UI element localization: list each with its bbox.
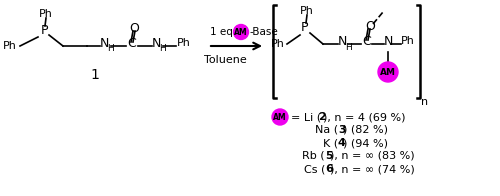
Text: N: N	[338, 34, 347, 47]
Text: 1 eq.: 1 eq.	[210, 27, 240, 37]
Text: ), n = ∞ (83 %): ), n = ∞ (83 %)	[330, 151, 414, 161]
Text: 5: 5	[325, 151, 332, 161]
Text: Ph: Ph	[271, 39, 285, 49]
Text: ) (82 %): ) (82 %)	[343, 125, 388, 135]
Text: AM: AM	[380, 67, 396, 76]
Text: Ph: Ph	[3, 41, 17, 51]
Text: Cs (: Cs (	[304, 164, 325, 174]
Text: C: C	[127, 36, 136, 50]
Text: K (: K (	[323, 138, 338, 148]
Text: Ph: Ph	[401, 36, 415, 46]
Circle shape	[272, 109, 288, 125]
Text: Ph: Ph	[300, 6, 314, 16]
Text: Ph: Ph	[177, 38, 191, 48]
Text: N: N	[152, 36, 162, 50]
Text: = Li (: = Li (	[291, 112, 321, 122]
Circle shape	[378, 62, 398, 82]
Text: 2: 2	[318, 112, 326, 122]
Text: H: H	[159, 44, 166, 53]
Text: 1: 1	[90, 68, 100, 82]
Text: N: N	[100, 36, 110, 50]
Text: H: H	[107, 44, 114, 53]
Text: 6: 6	[325, 164, 333, 174]
Text: N: N	[384, 34, 394, 47]
Text: 4: 4	[338, 138, 346, 148]
Text: Na (: Na (	[315, 125, 338, 135]
Text: P: P	[301, 21, 309, 34]
Text: Ph: Ph	[39, 9, 53, 19]
Text: P: P	[40, 24, 48, 36]
Text: ) (94 %): ) (94 %)	[343, 138, 388, 148]
Text: O: O	[129, 22, 139, 34]
Text: C: C	[362, 34, 371, 47]
Text: 3: 3	[338, 125, 345, 135]
Text: n: n	[421, 97, 428, 107]
Text: ), n = 4 (69 %): ), n = 4 (69 %)	[323, 112, 406, 122]
Text: O: O	[365, 19, 375, 33]
Text: AM: AM	[234, 27, 248, 36]
Text: H: H	[345, 43, 352, 52]
Text: Rb (: Rb (	[302, 151, 325, 161]
Text: Toluene: Toluene	[204, 55, 246, 65]
Text: AM: AM	[273, 113, 287, 122]
Text: -Base: -Base	[249, 27, 278, 37]
Text: ), n = ∞ (74 %): ), n = ∞ (74 %)	[330, 164, 415, 174]
Circle shape	[234, 24, 248, 40]
